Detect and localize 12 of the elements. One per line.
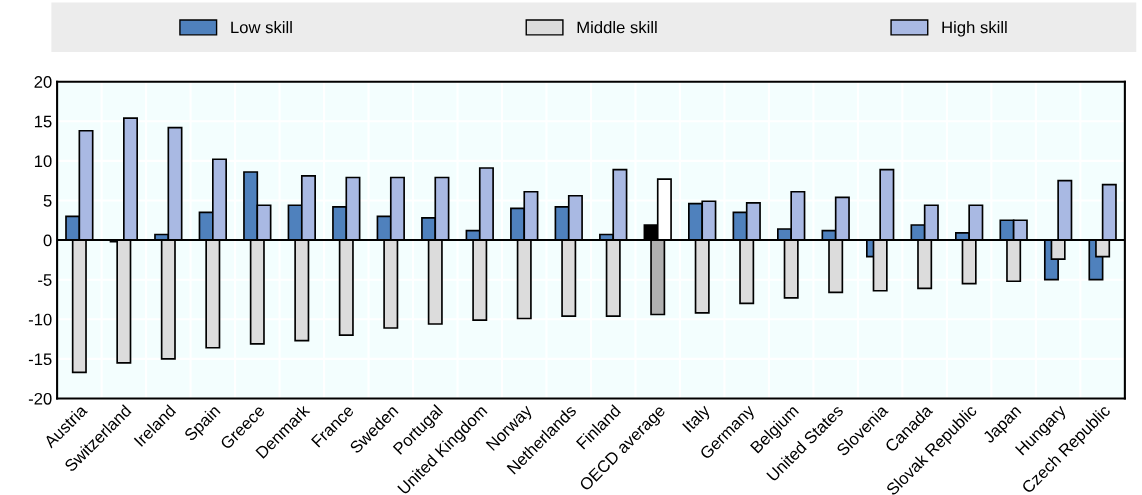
legend-label: High skill: [942, 21, 1007, 37]
y-tick-label: 5: [43, 195, 52, 207]
y-tick-label: -15: [28, 353, 52, 366]
y-tick-label: 15: [34, 115, 52, 128]
y-tick-label: 0: [43, 234, 52, 247]
legend-label: Middle skill: [577, 21, 657, 34]
y-tick-label: -5: [38, 274, 52, 286]
y-tick-label: 20: [34, 76, 52, 88]
y-tick-label: 10: [34, 155, 52, 168]
y-tick-label: -20: [28, 392, 52, 405]
y-tick-label: -10: [28, 313, 52, 326]
legend-label: Low skill: [231, 21, 292, 34]
